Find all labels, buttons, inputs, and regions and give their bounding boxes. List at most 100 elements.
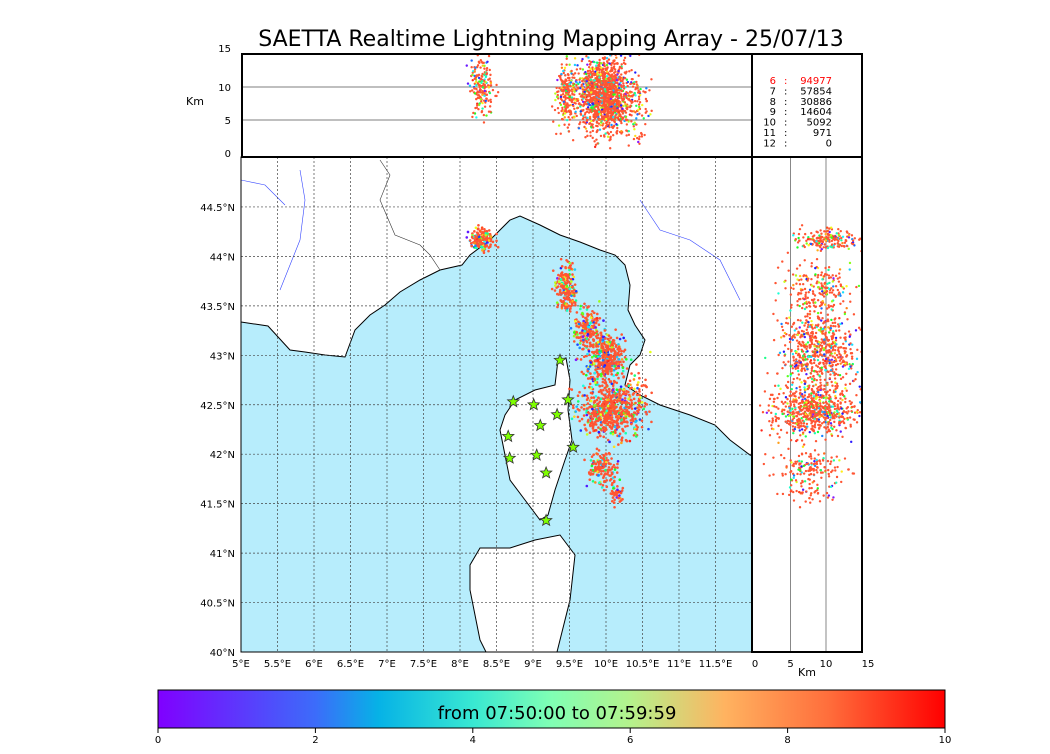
lightning-point xyxy=(598,69,600,71)
lightning-point xyxy=(602,389,605,392)
lightning-point xyxy=(602,127,604,129)
lightning-point xyxy=(618,425,621,428)
lightning-point xyxy=(605,118,607,120)
lightning-point xyxy=(573,415,576,418)
lightning-point xyxy=(812,375,814,377)
lightning-point xyxy=(638,136,640,138)
lightning-point xyxy=(838,280,840,282)
lightning-point xyxy=(835,337,837,339)
lightning-point xyxy=(814,301,816,303)
lightning-point xyxy=(612,93,614,95)
lightning-point xyxy=(599,317,602,320)
lightning-point xyxy=(609,147,611,149)
lightning-point xyxy=(792,367,794,369)
lightning-point xyxy=(782,361,784,363)
lightning-point xyxy=(569,307,572,310)
lightning-point xyxy=(827,269,829,271)
lightning-point xyxy=(648,410,651,413)
lightning-point xyxy=(587,106,589,108)
lightning-point xyxy=(571,304,574,307)
lightning-point xyxy=(558,280,561,283)
lightning-point xyxy=(587,368,590,371)
lightning-point xyxy=(802,283,804,285)
lightning-point xyxy=(554,289,557,292)
lightning-point xyxy=(611,422,614,425)
lightning-point xyxy=(580,110,582,112)
lightning-point xyxy=(570,280,573,283)
lightning-point xyxy=(592,126,594,128)
lightning-point xyxy=(608,100,610,102)
lightning-point xyxy=(570,327,573,330)
lightning-point xyxy=(489,99,491,101)
lightning-point xyxy=(618,415,621,418)
lightning-point xyxy=(629,83,631,85)
lightning-point xyxy=(591,97,593,99)
lightning-point xyxy=(631,110,633,112)
lightning-point xyxy=(630,358,633,361)
lightning-point xyxy=(607,338,610,341)
lightning-point xyxy=(573,94,575,96)
lightning-point xyxy=(602,338,605,341)
lightning-point xyxy=(617,70,619,72)
lightning-point xyxy=(592,123,594,125)
lightning-point xyxy=(591,310,594,313)
lightning-point xyxy=(797,237,799,239)
lightning-point xyxy=(614,328,617,331)
lightning-point xyxy=(633,374,636,377)
lightning-point xyxy=(576,64,578,66)
lightning-point xyxy=(789,338,791,340)
altitude-tick-label: 10 xyxy=(218,83,231,94)
lightning-point xyxy=(804,336,806,338)
lightning-point xyxy=(497,91,499,93)
lightning-point xyxy=(564,116,566,118)
separator: : xyxy=(784,138,787,149)
lightning-point xyxy=(781,260,783,262)
lightning-point xyxy=(785,415,787,417)
lightning-point xyxy=(608,126,610,128)
lightning-point xyxy=(596,73,598,75)
x-tick-label: 10°E xyxy=(594,659,618,670)
lightning-point xyxy=(830,381,832,383)
lightning-point xyxy=(599,389,602,392)
lightning-point xyxy=(594,77,596,79)
lightning-point xyxy=(594,381,597,384)
lightning-point xyxy=(609,356,612,359)
lightning-point xyxy=(560,98,562,100)
lightning-point xyxy=(566,58,568,60)
lightning-point xyxy=(803,324,805,326)
lightning-point xyxy=(580,406,583,409)
lightning-point xyxy=(624,77,626,79)
lightning-point xyxy=(595,345,598,348)
lightning-point xyxy=(574,111,576,113)
lightning-point xyxy=(795,274,797,276)
lightning-point xyxy=(804,294,806,296)
lightning-point xyxy=(470,245,473,248)
lightning-point xyxy=(629,91,631,93)
lightning-point xyxy=(838,325,840,327)
lightning-point xyxy=(810,359,812,361)
lightning-point xyxy=(611,126,613,128)
lightning-point xyxy=(605,67,607,69)
lightning-point xyxy=(574,283,577,286)
lightning-point xyxy=(832,280,834,282)
lightning-point xyxy=(564,282,567,285)
lightning-point xyxy=(822,238,824,240)
lightning-point xyxy=(836,238,838,240)
lightning-point xyxy=(481,110,483,112)
lightning-point xyxy=(495,239,498,242)
lightning-point xyxy=(613,494,616,497)
lightning-point xyxy=(605,346,608,349)
lightning-point xyxy=(605,94,607,96)
lightning-point xyxy=(485,81,487,83)
lightning-point xyxy=(588,386,591,389)
lightning-point xyxy=(827,233,829,235)
lightning-point xyxy=(598,323,601,326)
lightning-point xyxy=(600,398,603,401)
lightning-point xyxy=(567,116,569,118)
lightning-point xyxy=(483,67,485,69)
lightning-point xyxy=(600,473,603,476)
lightning-point xyxy=(807,297,809,299)
lightning-point xyxy=(830,319,832,321)
lightning-point xyxy=(568,64,570,66)
